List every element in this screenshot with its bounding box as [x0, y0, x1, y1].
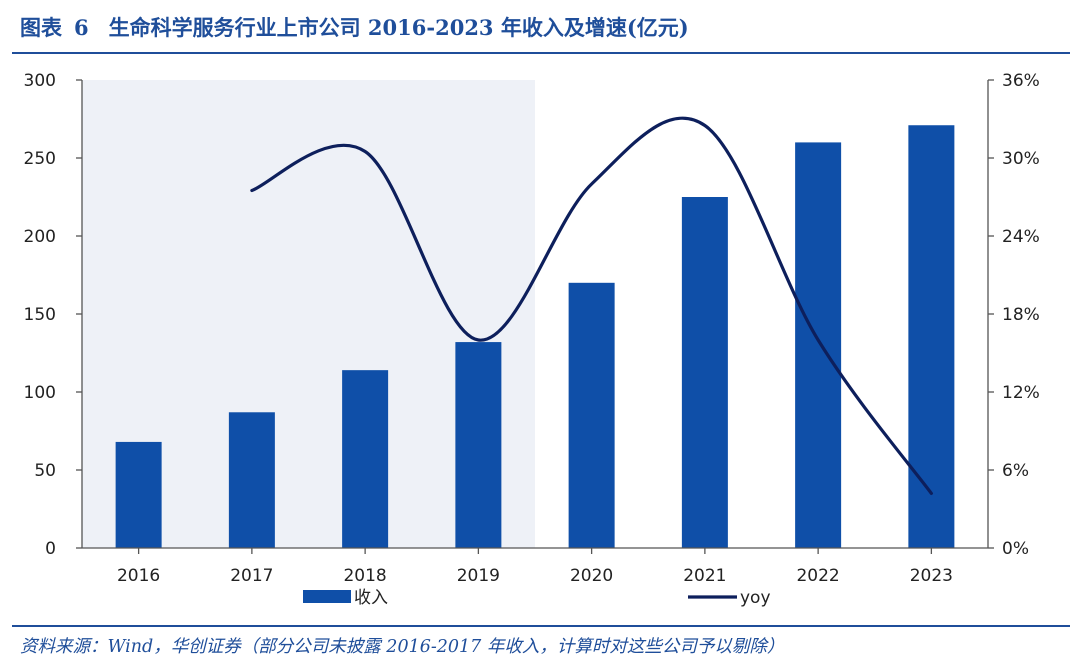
legend-swatch-revenue [303, 590, 351, 603]
legend-label-revenue: 收入 [354, 588, 388, 608]
axes-layer: 0 50 100 150 200 250 300 0% 6% 12% 18% 24% 30% 36% 201… [24, 71, 1040, 586]
x-tick-label: 2023 [910, 566, 953, 586]
x-tick-label: 2019 [457, 566, 500, 586]
figure-title: 生命科学服务行业上市公司 2016-2023 年收入及增速(亿元) [108, 15, 689, 40]
bar-2018 [342, 370, 389, 548]
source-note: 资料来源：Wind，华创证券（部分公司未披露 2016-2017 年收入，计算时… [20, 637, 785, 657]
bar-2017 [228, 412, 275, 548]
right-tick-label: 6% [1002, 461, 1029, 481]
bar-2021 [681, 197, 728, 548]
bar-2019 [455, 342, 502, 548]
right-tick-label: 30% [1002, 149, 1040, 169]
x-tick-label: 2018 [343, 566, 386, 586]
x-tick-label: 2017 [230, 566, 273, 586]
right-tick-label: 24% [1002, 227, 1040, 247]
right-tick-label: 12% [1002, 383, 1040, 403]
title-divider [12, 52, 1070, 54]
left-tick-label: 100 [24, 383, 56, 403]
left-tick-label: 0 [45, 539, 56, 559]
x-tick-label: 2016 [117, 566, 160, 586]
left-tick-label: 150 [24, 305, 56, 325]
bar-2016 [115, 441, 162, 548]
chart-title: 图表 6 生命科学服务行业上市公司 2016-2023 年收入及增速(亿元) [20, 12, 689, 42]
right-tick-label: 36% [1002, 71, 1040, 91]
bar-2022 [795, 142, 842, 548]
bar-2020 [568, 282, 615, 548]
right-tick-label: 0% [1002, 539, 1029, 559]
yoy-line [250, 116, 933, 495]
left-tick-label: 300 [24, 71, 56, 91]
bars-layer [115, 125, 955, 549]
footer-divider [12, 625, 1070, 627]
left-tick-label: 200 [24, 227, 56, 247]
left-tick-label: 50 [34, 461, 56, 481]
yoy-line-layer [250, 116, 933, 495]
bar-2023 [908, 125, 955, 549]
right-tick-label: 18% [1002, 305, 1040, 325]
figure-number: 6 [74, 15, 89, 40]
revenue-growth-chart: 0 50 100 150 200 250 300 0% 6% 12% 18% 24% 30% 36% 201… [24, 71, 1040, 608]
x-tick-label: 2021 [683, 566, 726, 586]
x-tick-label: 2020 [570, 566, 613, 586]
legend-label-yoy: yoy [740, 588, 771, 608]
legend: 收入 yoy [303, 588, 771, 608]
figure-label: 图表 [20, 15, 62, 40]
left-tick-label: 250 [24, 149, 56, 169]
x-tick-label: 2022 [796, 566, 839, 586]
